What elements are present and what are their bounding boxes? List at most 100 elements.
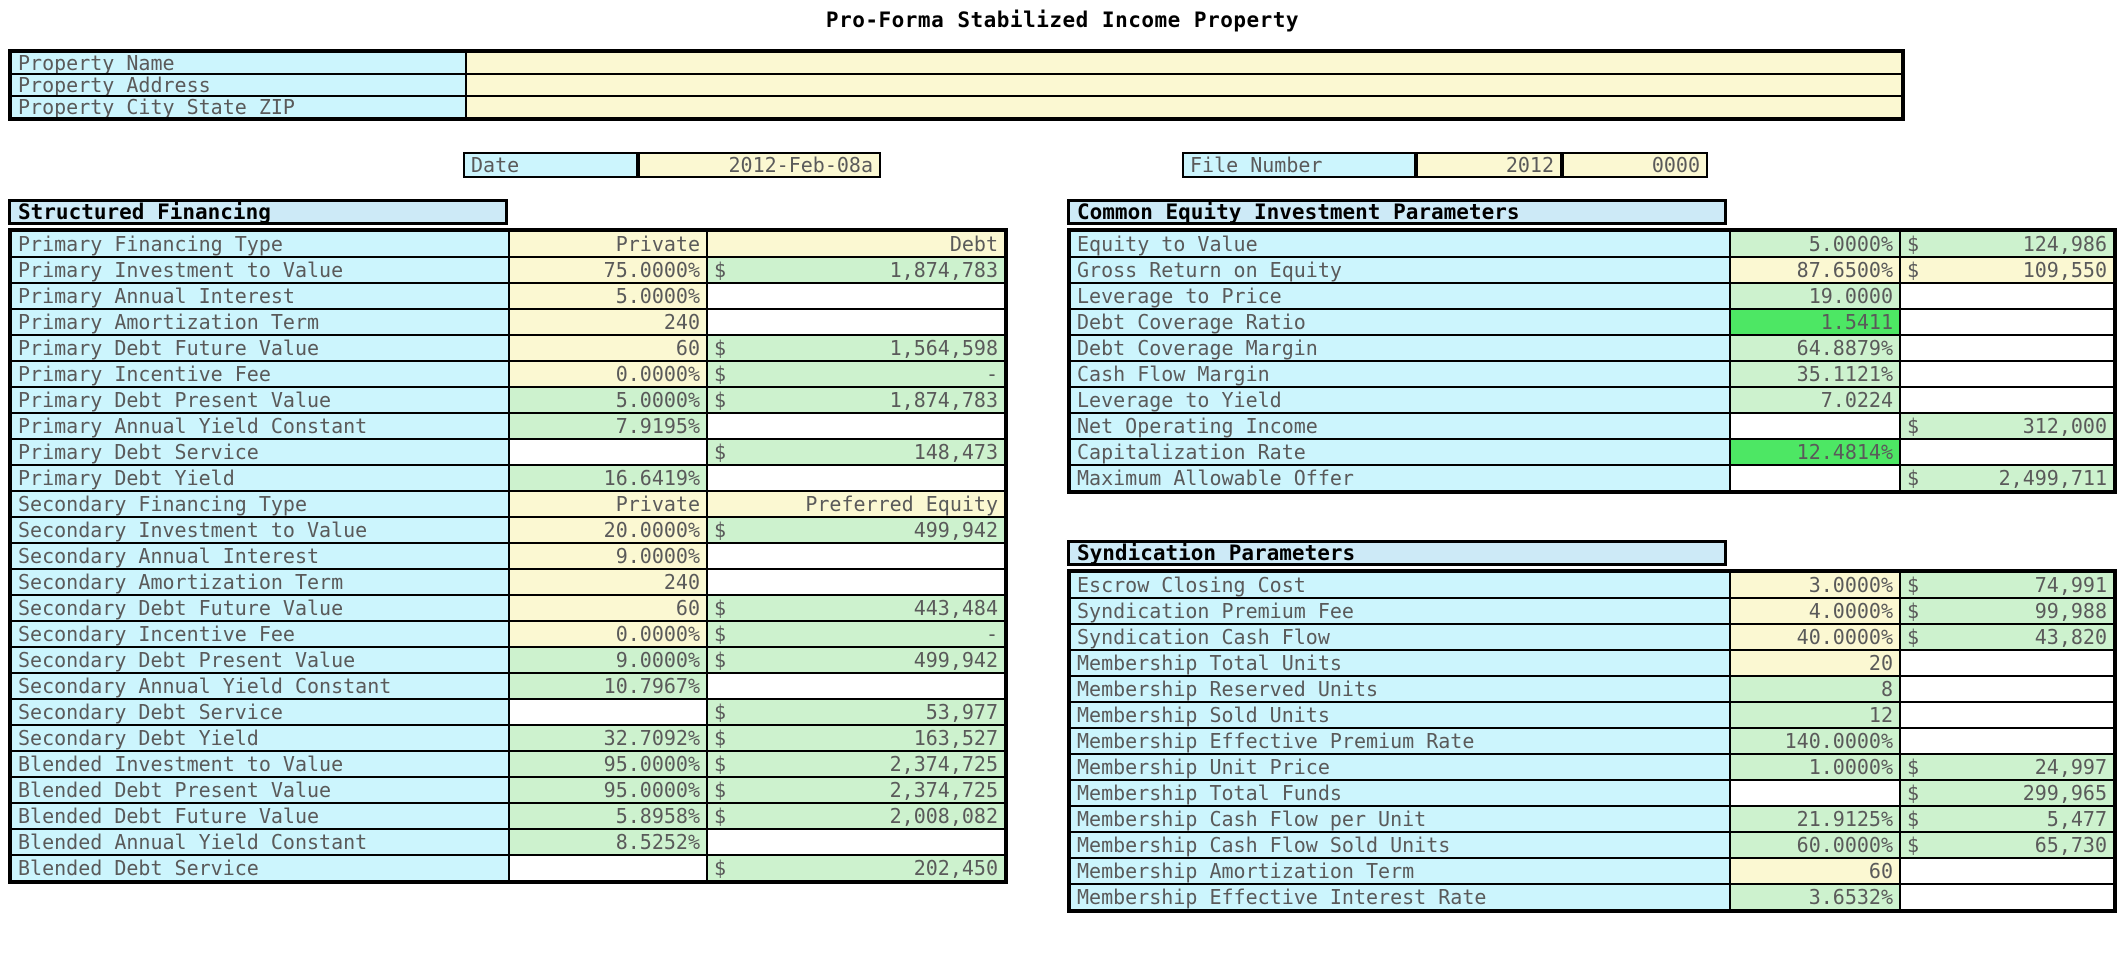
currency-amount: 99,988: [2034, 599, 2107, 623]
property-row-value[interactable]: [466, 52, 1902, 74]
row-amount-value: [1900, 335, 2114, 361]
row-label: Gross Return on Equity: [1070, 257, 1730, 283]
row-label: Membership Amortization Term: [1070, 858, 1730, 884]
row-label: Primary Financing Type: [11, 231, 509, 257]
row-rate-value[interactable]: 60: [509, 595, 707, 621]
table-row: Leverage to Price 19.0000: [1070, 283, 2114, 309]
row-label: Maximum Allowable Offer: [1070, 465, 1730, 491]
row-label: Primary Annual Interest: [11, 283, 509, 309]
row-rate-value[interactable]: 3.0000%: [1730, 572, 1900, 598]
row-rate-value[interactable]: 60: [509, 335, 707, 361]
row-label: Blended Investment to Value: [11, 751, 509, 777]
table-row: Secondary Annual Interest 9.0000%: [11, 543, 1005, 569]
row-rate-value[interactable]: 20: [1730, 650, 1900, 676]
row-rate-value[interactable]: 87.6500%: [1730, 257, 1900, 283]
row-amount-value: [707, 673, 1005, 699]
date-value[interactable]: 2012-Feb-08a: [638, 152, 881, 178]
currency-symbol: $: [1907, 807, 1920, 831]
row-rate-value: 8: [1730, 676, 1900, 702]
currency-amount: -: [985, 362, 998, 386]
table-row: Membership Unit Price 1.0000% $24,997: [1070, 754, 2114, 780]
file-sequence-value[interactable]: 0000: [1562, 152, 1708, 178]
row-label: Syndication Cash Flow: [1070, 624, 1730, 650]
property-row-value[interactable]: [466, 96, 1902, 118]
currency-symbol: $: [714, 856, 727, 880]
row-amount-value: $499,942: [707, 517, 1005, 543]
row-rate-value[interactable]: 75.0000%: [509, 257, 707, 283]
row-rate-value: 16.6419%: [509, 465, 707, 491]
currency-symbol: $: [714, 440, 727, 464]
row-rate-value[interactable]: 0.0000%: [509, 621, 707, 647]
table-row: Debt Coverage Margin 64.8879%: [1070, 335, 2114, 361]
table-row: Primary Financing Type Private Debt: [11, 231, 1005, 257]
row-rate-value: 9.0000%: [509, 647, 707, 673]
row-rate-value[interactable]: 0.0000%: [509, 361, 707, 387]
table-row: Membership Effective Premium Rate 140.000…: [1070, 728, 2114, 754]
row-rate-value[interactable]: Private: [509, 231, 707, 257]
row-amount-value: $148,473: [707, 439, 1005, 465]
currency-symbol: $: [714, 700, 727, 724]
row-label: Secondary Debt Yield: [11, 725, 509, 751]
currency-symbol: $: [714, 622, 727, 646]
currency-amount: -: [985, 622, 998, 646]
row-label: Secondary Annual Yield Constant: [11, 673, 509, 699]
row-rate-value[interactable]: 240: [509, 569, 707, 595]
file-year-value[interactable]: 2012: [1416, 152, 1562, 178]
row-amount-value: $2,008,082: [707, 803, 1005, 829]
date-label: Date: [463, 152, 638, 178]
row-amount-value[interactable]: $109,550: [1900, 257, 2114, 283]
row-rate-value: 60.0000%: [1730, 832, 1900, 858]
row-rate-value[interactable]: 240: [509, 309, 707, 335]
property-row-label: Property Address: [11, 74, 466, 96]
row-amount-value: $1,564,598: [707, 335, 1005, 361]
row-rate-value[interactable]: 20.0000%: [509, 517, 707, 543]
row-rate-value[interactable]: Private: [509, 491, 707, 517]
row-amount-value: $43,820: [1900, 624, 2114, 650]
row-amount-value: $99,988: [1900, 598, 2114, 624]
row-label: Primary Debt Present Value: [11, 387, 509, 413]
table-row: Secondary Incentive Fee 0.0000% $ -: [11, 621, 1005, 647]
table-row: Primary Debt Yield 16.6419%: [11, 465, 1005, 491]
table-row: Secondary Debt Present Value 9.0000% $499,…: [11, 647, 1005, 673]
row-rate-value[interactable]: 60: [1730, 858, 1900, 884]
row-amount-value: [707, 283, 1005, 309]
row-rate-value[interactable]: 40.0000%: [1730, 624, 1900, 650]
row-amount-value[interactable]: Debt: [707, 231, 1005, 257]
currency-amount: 2,374,725: [889, 752, 998, 776]
syndication-table: Escrow Closing Cost 3.0000% $74,991 Syndica…: [1067, 569, 2117, 913]
table-row: Membership Total Funds $299,965: [1070, 780, 2114, 806]
row-amount-value: $443,484: [707, 595, 1005, 621]
row-amount-value: [707, 829, 1005, 855]
row-rate-value[interactable]: 4.0000%: [1730, 598, 1900, 624]
file-number-label: File Number: [1182, 152, 1416, 178]
row-rate-value: 21.9125%: [1730, 806, 1900, 832]
row-amount-value: [1900, 650, 2114, 676]
row-label: Membership Sold Units: [1070, 702, 1730, 728]
row-amount-value[interactable]: Preferred Equity: [707, 491, 1005, 517]
row-label: Secondary Debt Service: [11, 699, 509, 725]
row-label: Blended Debt Present Value: [11, 777, 509, 803]
row-rate-value[interactable]: 9.0000%: [509, 543, 707, 569]
row-rate-value: 95.0000%: [509, 777, 707, 803]
currency-amount: 74,991: [2034, 573, 2107, 597]
row-rate-value[interactable]: 5.0000%: [509, 283, 707, 309]
row-label: Debt Coverage Margin: [1070, 335, 1730, 361]
structured-financing-table: Primary Financing Type Private Debt Primary…: [8, 228, 1008, 884]
currency-amount: 43,820: [2034, 625, 2107, 649]
table-row: Membership Total Units 20: [1070, 650, 2114, 676]
row-amount-value: $1,874,783: [707, 387, 1005, 413]
property-row: Property Name: [11, 52, 1902, 74]
row-amount-value: $312,000: [1900, 413, 2114, 439]
row-rate-value: 35.1121%: [1730, 361, 1900, 387]
row-label: Secondary Debt Future Value: [11, 595, 509, 621]
table-row: Primary Annual Yield Constant 7.9195%: [11, 413, 1005, 439]
currency-symbol: $: [714, 258, 727, 282]
table-row: Net Operating Income $312,000: [1070, 413, 2114, 439]
table-row: Gross Return on Equity 87.6500% $109,550: [1070, 257, 2114, 283]
table-row: Primary Debt Service $148,473: [11, 439, 1005, 465]
row-label: Membership Unit Price: [1070, 754, 1730, 780]
currency-amount: 299,965: [2022, 781, 2107, 805]
property-row-value[interactable]: [466, 74, 1902, 96]
row-label: Blended Debt Future Value: [11, 803, 509, 829]
property-row: Property City State ZIP: [11, 96, 1902, 118]
